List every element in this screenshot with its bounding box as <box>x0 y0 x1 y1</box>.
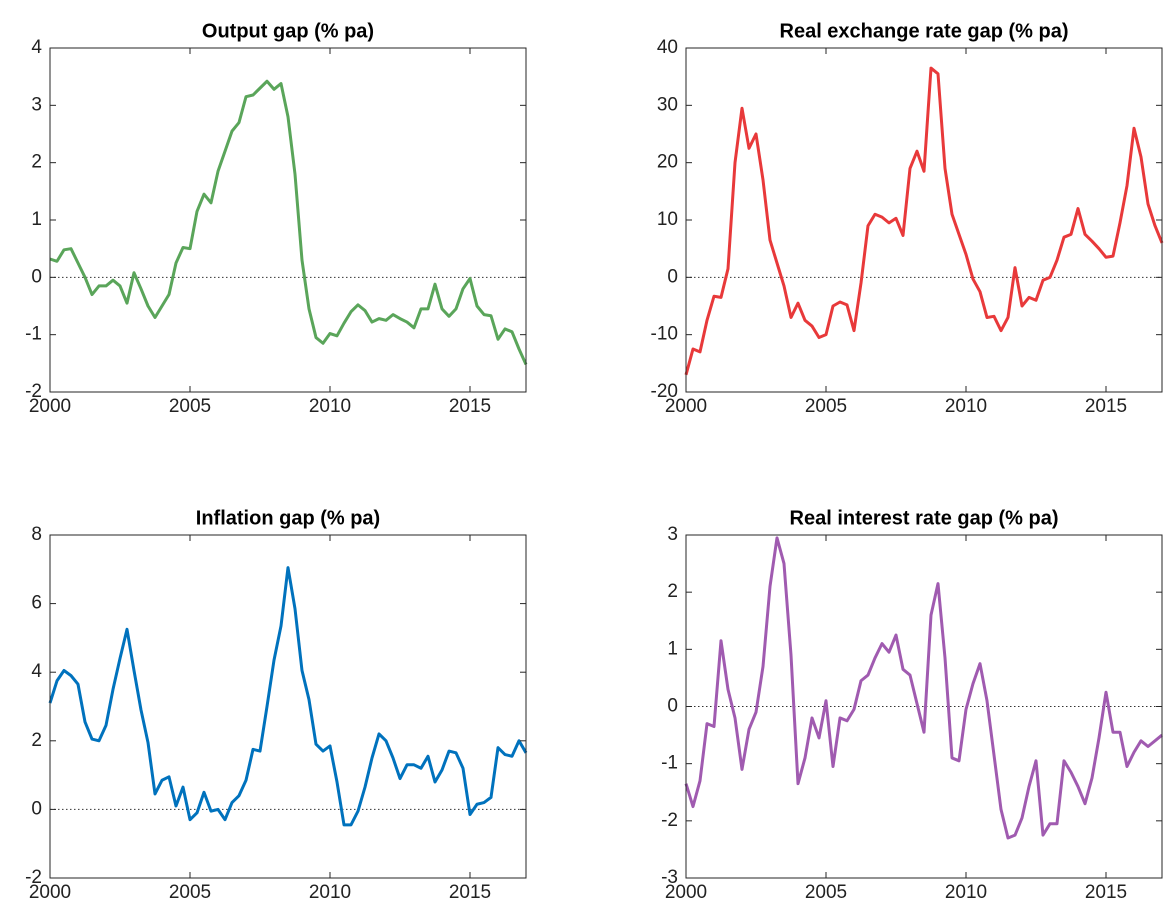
y-tick-label: -2 <box>661 810 678 831</box>
y-tick-label: -20 <box>651 381 678 402</box>
x-tick-label: 2000 <box>29 396 71 417</box>
y-tick-label: 30 <box>657 94 678 115</box>
y-tick-label: 0 <box>31 266 42 287</box>
x-tick-label: 2015 <box>449 396 491 417</box>
x-tick-label: 2010 <box>309 396 351 417</box>
plot-area <box>686 48 1162 392</box>
chart-title: Output gap (% pa) <box>202 20 374 42</box>
y-tick-label: 0 <box>667 696 678 717</box>
x-tick-label: 2015 <box>1085 396 1127 417</box>
y-tick-label: 3 <box>31 94 42 115</box>
line-series <box>49 79 528 366</box>
y-tick-label: -1 <box>661 753 678 774</box>
line-series <box>48 566 528 827</box>
chart-title: Inflation gap (% pa) <box>196 507 380 529</box>
plot-area <box>50 48 526 392</box>
y-tick-label: 4 <box>31 661 42 682</box>
y-tick-label: 1 <box>31 209 42 230</box>
x-tick-label: 2010 <box>309 882 351 903</box>
y-tick-label: 10 <box>657 209 678 230</box>
x-tick-label: 2010 <box>945 882 987 903</box>
y-tick-label: -1 <box>25 324 42 345</box>
x-tick-label: 2005 <box>805 882 847 903</box>
y-tick-label: 40 <box>657 37 678 58</box>
y-tick-label: 20 <box>657 152 678 173</box>
y-tick-label: 2 <box>667 581 678 602</box>
x-tick-label: 2000 <box>665 882 707 903</box>
x-tick-label: 2015 <box>449 882 491 903</box>
y-tick-label: -2 <box>25 381 42 402</box>
line-series <box>684 66 1164 376</box>
x-tick-label: 2005 <box>805 396 847 417</box>
y-tick-label: -10 <box>651 324 678 345</box>
y-tick-label: -2 <box>25 867 42 888</box>
y-tick-label: 2 <box>31 152 42 173</box>
y-tick-label: 0 <box>667 266 678 287</box>
x-tick-label: 2005 <box>169 882 211 903</box>
x-tick-label: 2010 <box>945 396 987 417</box>
y-tick-label: 4 <box>31 37 42 58</box>
chart-title: Real interest rate gap (% pa) <box>790 507 1059 529</box>
x-tick-label: 2000 <box>29 882 71 903</box>
x-tick-label: 2000 <box>665 396 707 417</box>
y-tick-label: -3 <box>661 867 678 888</box>
y-tick-label: 0 <box>31 798 42 819</box>
line-series <box>684 536 1163 840</box>
y-tick-label: 1 <box>667 638 678 659</box>
x-tick-label: 2005 <box>169 396 211 417</box>
y-tick-label: 2 <box>31 730 42 751</box>
plot-area <box>50 535 526 878</box>
y-tick-label: 3 <box>667 524 678 545</box>
axes-frame <box>49 534 527 879</box>
x-tick-label: 2015 <box>1085 882 1127 903</box>
chart-title: Real exchange rate gap (% pa) <box>780 20 1069 42</box>
y-tick-label: 6 <box>31 593 42 614</box>
y-tick-label: 8 <box>31 524 42 545</box>
